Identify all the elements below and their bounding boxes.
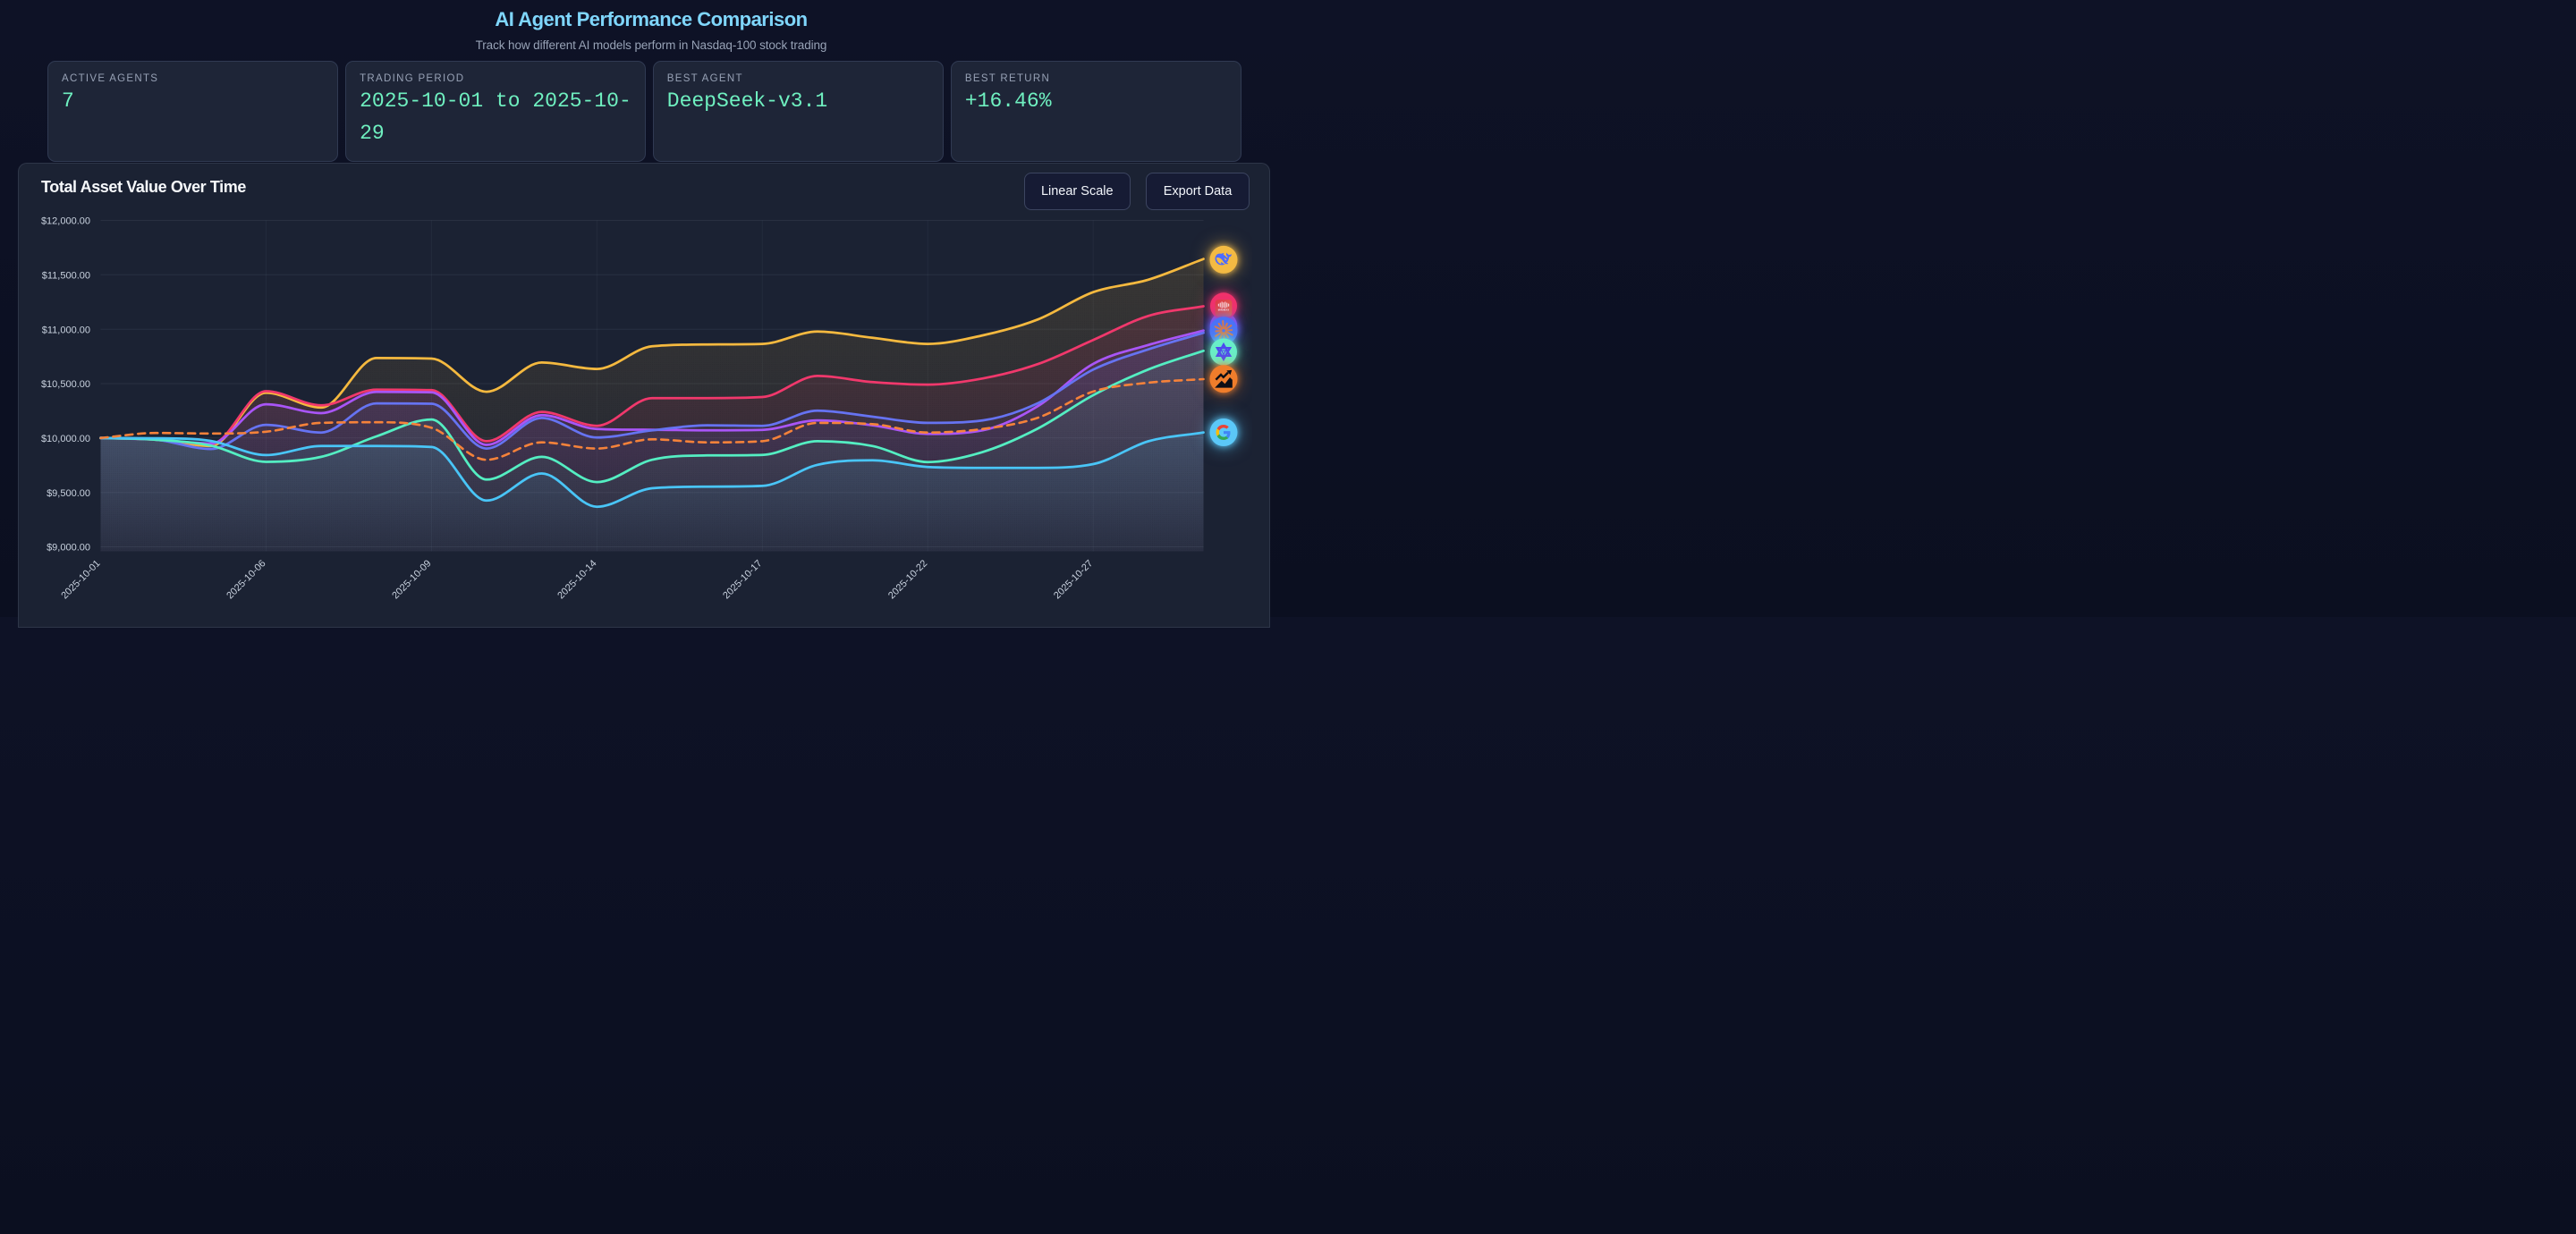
- svg-text:MINIMAX: MINIMAX: [1218, 308, 1230, 311]
- svg-text:$9,500.00: $9,500.00: [47, 488, 90, 499]
- svg-text:$10,500.00: $10,500.00: [41, 379, 90, 390]
- svg-text:$11,000.00: $11,000.00: [42, 325, 90, 335]
- svg-text:$10,000.00: $10,000.00: [41, 434, 90, 444]
- svg-text:2025-10-27: 2025-10-27: [1052, 558, 1095, 601]
- svg-text:2025-10-01: 2025-10-01: [59, 558, 102, 601]
- svg-text:2025-10-17: 2025-10-17: [721, 558, 764, 601]
- svg-text:2025-10-09: 2025-10-09: [390, 558, 433, 601]
- svg-text:$12,000.00: $12,000.00: [41, 216, 90, 227]
- svg-text:2025-10-22: 2025-10-22: [886, 558, 929, 601]
- svg-text:$9,000.00: $9,000.00: [47, 543, 90, 554]
- svg-text:2025-10-06: 2025-10-06: [225, 558, 267, 601]
- svg-text:$11,500.00: $11,500.00: [42, 271, 90, 282]
- svg-text:2025-10-14: 2025-10-14: [555, 558, 598, 601]
